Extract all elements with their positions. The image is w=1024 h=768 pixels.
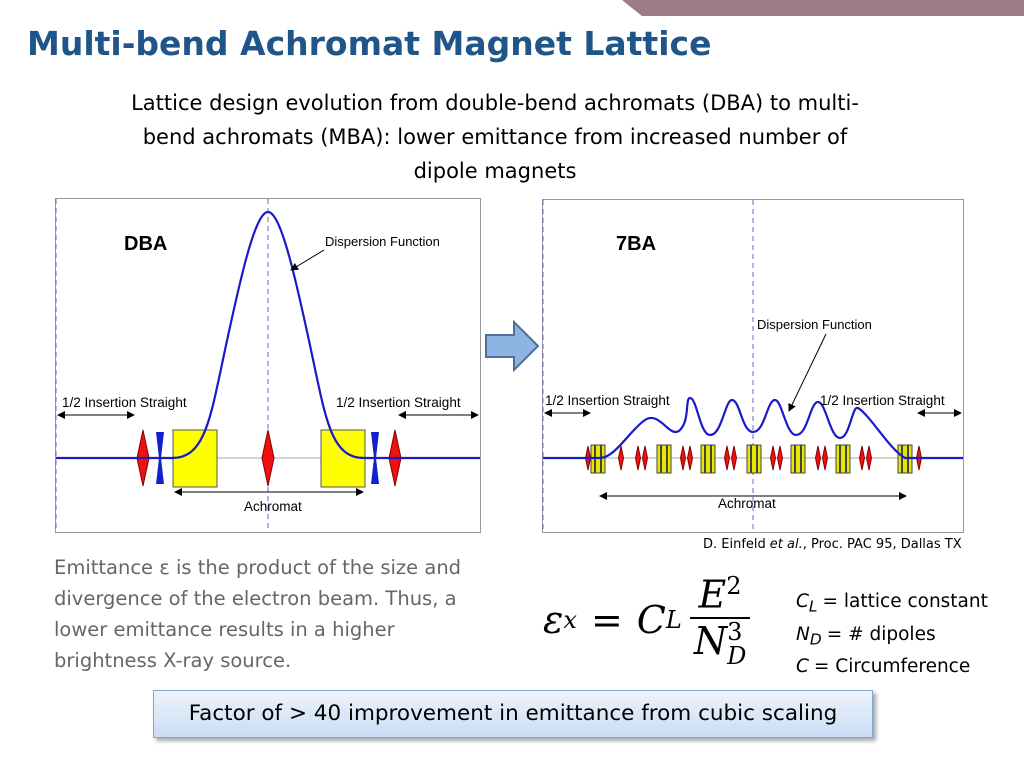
numerator: E2 — [695, 572, 746, 617]
straight-label: 1/2 Insertion Straight — [545, 393, 670, 408]
citation-author: D. Einfeld — [703, 537, 766, 552]
citation-source: , Proc. PAC 95, Dallas TX — [802, 537, 962, 552]
quadrupole — [821, 445, 829, 471]
pointer — [788, 333, 827, 412]
formula-symbol: C — [636, 598, 666, 643]
callout-box: Factor of > 40 improvement in emittance … — [153, 690, 873, 738]
transition-arrow — [485, 319, 540, 373]
dipole — [172, 429, 218, 488]
formula-legend: CL = lattice constant ND = # dipoles C = Circ… — [796, 588, 988, 681]
pointer — [290, 249, 325, 271]
fraction-bar — [689, 616, 751, 619]
quadrupole — [261, 429, 275, 487]
header-band — [622, 0, 1024, 16]
quadrupole — [634, 445, 642, 471]
quadrupole — [769, 445, 777, 471]
legend-row: C = Circumference — [796, 653, 988, 681]
formula-symbol: N — [693, 618, 728, 663]
legend-symbol: C — [796, 656, 809, 678]
span-label: Achromat — [244, 499, 302, 514]
slide-title: Multi-bend Achromat Magnet Lattice — [27, 24, 712, 63]
subtitle: Lattice design evolution from double-ben… — [131, 91, 859, 183]
citation: D. Einfeld et al., Proc. PAC 95, Dallas T… — [703, 537, 962, 552]
dispersion-curve — [56, 210, 480, 460]
dipole — [746, 444, 762, 474]
span-label: Achromat — [718, 496, 776, 511]
quadrupole — [858, 445, 866, 471]
legend-subscript: L — [808, 597, 818, 616]
legend-row: CL = lattice constant — [796, 588, 988, 621]
legend-row: ND = # dipoles — [796, 621, 988, 654]
quadrupole — [723, 445, 731, 471]
body-text: Emittance ε is the product of the size a… — [54, 556, 462, 672]
formula-superscript: 3 — [727, 618, 743, 647]
formula-symbol: E — [698, 572, 727, 617]
legend-subscript: D — [809, 630, 822, 649]
dipole — [835, 444, 851, 474]
curve-label: Dispersion Function — [757, 317, 872, 332]
legend-symbol: N — [796, 623, 810, 645]
formula-subscript: x — [563, 606, 577, 635]
straight-label: 1/2 Insertion Straight — [820, 393, 945, 408]
formula-symbol: ε — [543, 598, 564, 643]
quadrupole — [679, 445, 687, 471]
straight-label: 1/2 Insertion Straight — [336, 395, 461, 410]
dipole — [700, 444, 716, 474]
quadrupole — [641, 445, 649, 471]
quadrupole — [686, 445, 694, 471]
quadrupole — [776, 445, 784, 471]
curve-label: Dispersion Function — [325, 234, 440, 249]
dispersion-curve — [543, 396, 963, 460]
legend-description: = # dipoles — [826, 623, 936, 645]
formula-superscript: 2 — [726, 572, 742, 600]
lattice-label: 7BA — [616, 233, 656, 255]
dipole — [656, 444, 672, 474]
quadrupole — [865, 445, 873, 471]
formula-subscript: L — [665, 606, 682, 635]
citation-etal: et al. — [769, 537, 803, 552]
quadrupole — [617, 445, 625, 471]
dipole — [790, 444, 806, 474]
legend-description: = lattice constant — [822, 591, 988, 612]
legend-description: = Circumference — [813, 656, 971, 678]
quadrupole — [814, 445, 822, 471]
formula-subscript: D — [727, 642, 747, 671]
formula-equals: = — [590, 598, 623, 643]
legend-symbol: C — [796, 591, 809, 612]
quadrupole — [730, 445, 738, 471]
lattice-label: DBA — [124, 233, 167, 255]
straight-label: 1/2 Insertion Straight — [62, 395, 187, 410]
